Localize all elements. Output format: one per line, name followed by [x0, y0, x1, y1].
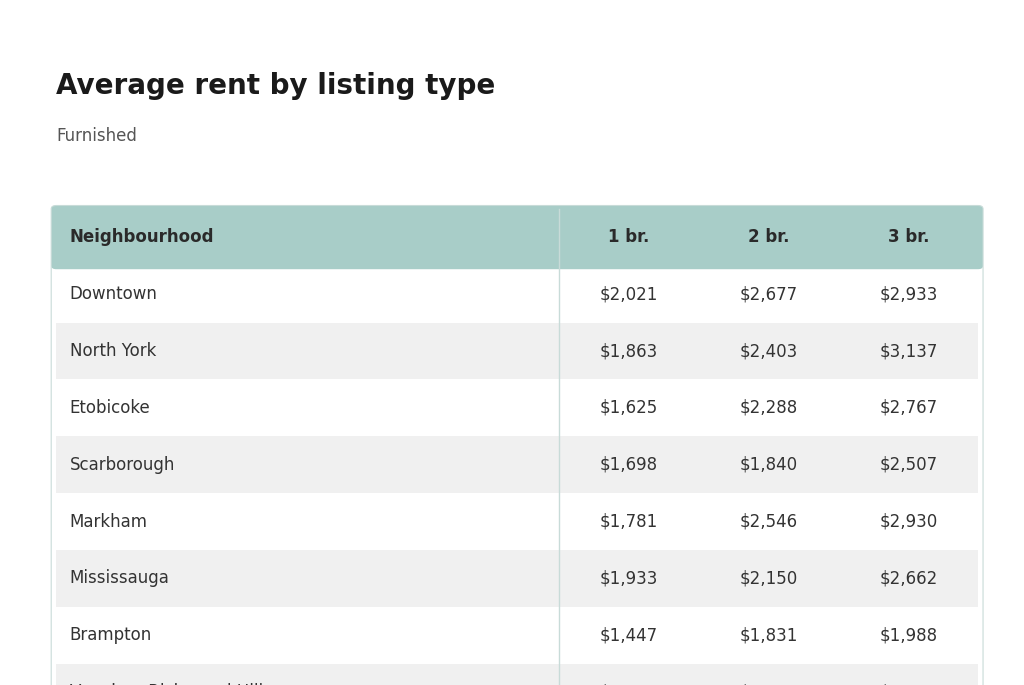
- Text: $2,021: $2,021: [599, 285, 657, 303]
- Text: Brampton: Brampton: [70, 626, 152, 645]
- Text: $1,538: $1,538: [599, 683, 657, 685]
- Text: Markham: Markham: [70, 512, 147, 531]
- Text: $2,662: $2,662: [880, 569, 937, 588]
- Text: $1,840: $1,840: [739, 456, 798, 474]
- Text: $1,863: $1,863: [599, 342, 657, 360]
- Text: $2,767: $2,767: [880, 399, 937, 417]
- Text: 3 br.: 3 br.: [888, 228, 929, 247]
- Text: $1,447: $1,447: [600, 626, 657, 645]
- Text: $2,507: $2,507: [880, 456, 937, 474]
- Text: Neighbourhood: Neighbourhood: [70, 228, 214, 247]
- Text: $2,677: $2,677: [739, 285, 798, 303]
- Text: $2,546: $2,546: [739, 512, 798, 531]
- Text: Downtown: Downtown: [70, 285, 158, 303]
- Text: $2,403: $2,403: [739, 342, 798, 360]
- Text: $1,838: $1,838: [739, 683, 798, 685]
- Text: Furnished: Furnished: [56, 127, 137, 145]
- Text: $1,781: $1,781: [599, 512, 657, 531]
- Text: $1,698: $1,698: [600, 456, 657, 474]
- Text: 2 br.: 2 br.: [748, 228, 790, 247]
- Text: North York: North York: [70, 342, 156, 360]
- Text: $2,288: $2,288: [739, 399, 798, 417]
- Text: $2,702: $2,702: [880, 683, 937, 685]
- Text: Etobicoke: Etobicoke: [70, 399, 151, 417]
- Text: Vaughan-Richmond Hill: Vaughan-Richmond Hill: [70, 683, 263, 685]
- Text: Average rent by listing type: Average rent by listing type: [56, 72, 496, 100]
- Text: Scarborough: Scarborough: [70, 456, 175, 474]
- Text: $2,930: $2,930: [880, 512, 937, 531]
- Text: Mississauga: Mississauga: [70, 569, 170, 588]
- Text: $1,831: $1,831: [739, 626, 798, 645]
- Text: $2,933: $2,933: [880, 285, 938, 303]
- Text: $1,625: $1,625: [599, 399, 657, 417]
- Text: $3,137: $3,137: [880, 342, 938, 360]
- Text: $1,988: $1,988: [880, 626, 937, 645]
- Text: $2,150: $2,150: [739, 569, 798, 588]
- Text: $1,933: $1,933: [599, 569, 657, 588]
- Text: 1 br.: 1 br.: [608, 228, 649, 247]
